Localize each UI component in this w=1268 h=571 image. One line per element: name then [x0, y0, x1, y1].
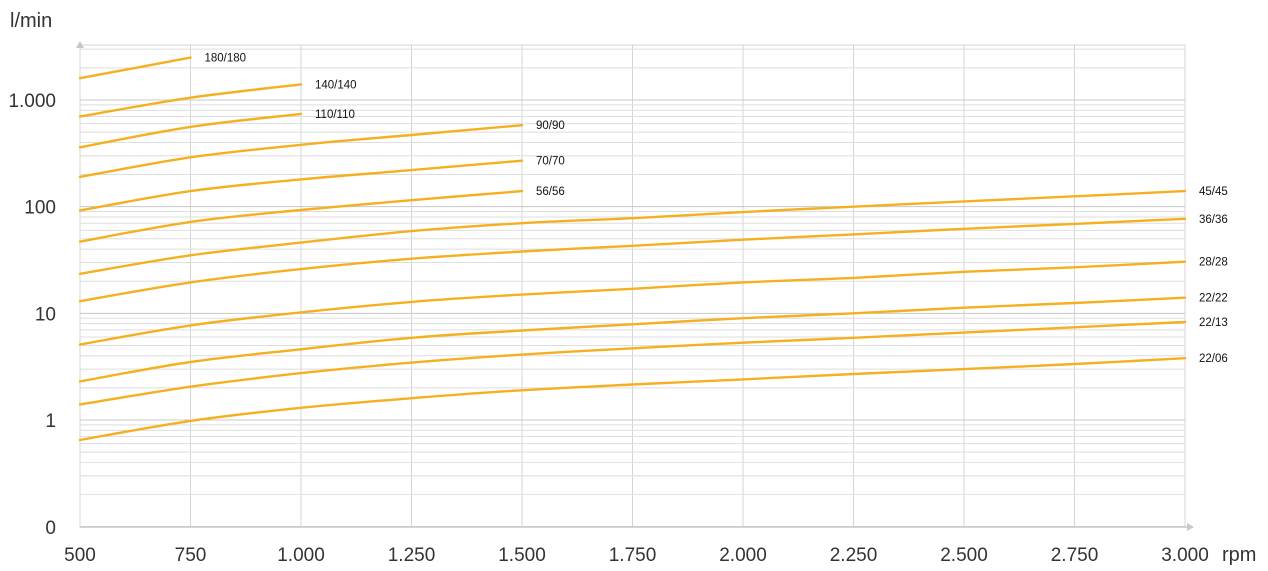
axes [76, 41, 1194, 531]
series-label-45-45: 45/45 [1199, 186, 1228, 198]
series-line-70-70 [78, 159, 524, 212]
x-tick-label: 2.500 [940, 545, 988, 566]
series-line-28-28 [78, 260, 1187, 346]
series-line-90-90 [78, 124, 524, 179]
series-label-56-56: 56/56 [536, 186, 565, 198]
series-labels: 180/180 140/140 110/110 90/90 70/70 56/56 45/4… [205, 53, 1228, 366]
grid [79, 44, 1186, 528]
series-label-140-140: 140/140 [315, 79, 357, 91]
series-label-110-110: 110/110 [315, 109, 355, 121]
y-tick-label: 1 [45, 411, 56, 432]
x-axis-arrow-icon [1187, 523, 1194, 531]
y-axis-arrow-icon [76, 41, 84, 48]
y-tick-label: 1.000 [8, 91, 56, 112]
series-line-180-180 [78, 56, 192, 80]
series-label-22-22: 22/22 [1199, 293, 1228, 305]
x-tick-labels: 500 750 1.000 1.250 1.500 1.750 2.000 2.250 2.50… [64, 545, 1209, 566]
series-label-90-90: 90/90 [536, 120, 565, 132]
series-label-22-13: 22/13 [1199, 317, 1228, 329]
y-tick-label: 10 [35, 304, 56, 325]
x-tick-label: 2.000 [719, 545, 767, 566]
series-line-140-140 [78, 83, 303, 118]
x-tick-label: 1.250 [388, 545, 436, 566]
series-line-110-110 [78, 112, 303, 149]
y-axis-unit-label: l/min [10, 10, 52, 32]
series-line-22-13 [78, 320, 1187, 406]
x-tick-label: 1.750 [609, 545, 657, 566]
series-line-22-06 [78, 357, 1187, 442]
x-tick-label: 2.750 [1051, 545, 1099, 566]
x-tick-label: 3.000 [1161, 545, 1209, 566]
x-tick-label: 750 [175, 545, 207, 566]
y-tick-labels: 1 10 100 1.000 [8, 91, 56, 432]
series-line-36-36 [78, 217, 1187, 303]
x-tick-label: 1.500 [498, 545, 546, 566]
series-label-70-70: 70/70 [536, 156, 565, 168]
x-tick-label: 2.250 [830, 545, 878, 566]
y-tick-label: 100 [24, 198, 56, 219]
x-tick-label: 1.000 [277, 545, 325, 566]
series-label-28-28: 28/28 [1199, 257, 1228, 269]
y-tick-label-zero: 0 [45, 518, 56, 539]
series-label-180-180: 180/180 [205, 53, 247, 65]
series-label-22-06: 22/06 [1199, 353, 1228, 365]
series-line-45-45 [78, 189, 1187, 275]
series-line-22-22 [78, 296, 1187, 383]
series-lines [78, 56, 1187, 442]
x-axis-unit-label: rpm [1222, 544, 1256, 566]
x-tick-label: 500 [64, 545, 96, 566]
series-line-56-56 [78, 189, 524, 243]
series-label-36-36: 36/36 [1199, 214, 1228, 226]
